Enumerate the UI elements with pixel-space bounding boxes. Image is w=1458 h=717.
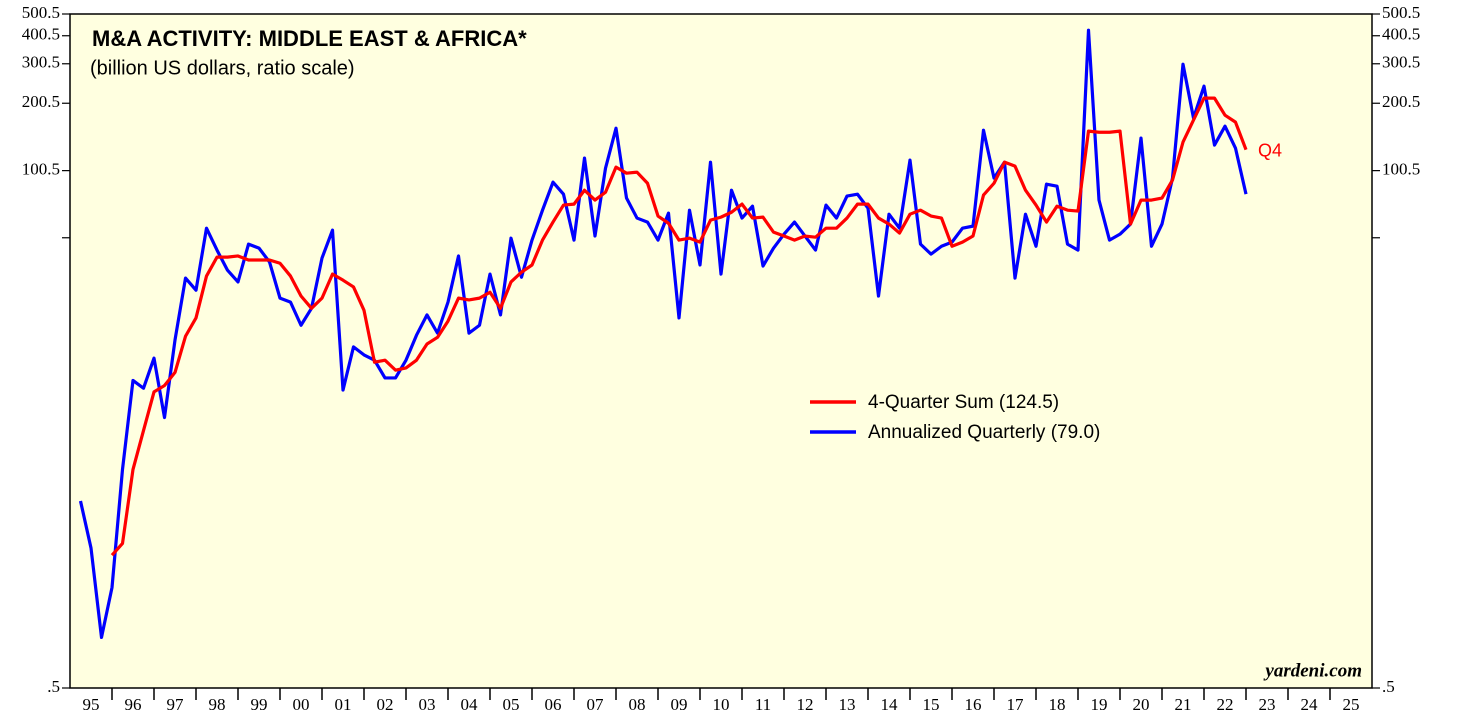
x-tick-label: 09 <box>671 695 688 714</box>
x-tick-label: 99 <box>251 695 268 714</box>
series-line <box>110 96 1248 557</box>
legend-label: Annualized Quarterly (79.0) <box>868 422 1100 443</box>
x-tick-label: 22 <box>1217 695 1234 714</box>
y-tick-label: 300.5 <box>22 53 60 72</box>
x-tick-label: 02 <box>377 695 394 714</box>
x-tick-label: 19 <box>1091 695 1108 714</box>
x-tick-label: 07 <box>587 695 605 714</box>
y-tick-label: 400.5 <box>22 25 60 44</box>
x-tick-label: 12 <box>797 695 814 714</box>
x-tick-label: 23 <box>1259 695 1276 714</box>
x-tick-label: 98 <box>209 695 226 714</box>
x-tick-label: 01 <box>335 695 352 714</box>
y2-tick-label: 300.5 <box>1382 53 1420 72</box>
x-tick-label: 04 <box>461 695 479 714</box>
plot-area <box>69 13 1373 689</box>
x-tick-label: 06 <box>545 695 562 714</box>
x-tick-label: 95 <box>83 695 100 714</box>
x-tick-label: 96 <box>125 695 142 714</box>
y-tick-label: 100.5 <box>22 160 60 179</box>
y2-tick-label: 500.5 <box>1382 3 1420 22</box>
y-tick-label: 500.5 <box>22 3 60 22</box>
x-tick-label: 11 <box>755 695 771 714</box>
y-tick-label: .5 <box>47 677 60 696</box>
x-tick-label: 25 <box>1343 695 1360 714</box>
y-tick-label: 200.5 <box>22 92 60 111</box>
x-tick-label: 20 <box>1133 695 1150 714</box>
x-tick-label: 13 <box>839 695 856 714</box>
x-tick-label: 17 <box>1007 695 1025 714</box>
x-tick-label: 21 <box>1175 695 1192 714</box>
x-tick-label: 10 <box>713 695 730 714</box>
y2-tick-label: 100.5 <box>1382 160 1420 179</box>
x-tick-label: 03 <box>419 695 436 714</box>
x-tick-label: 97 <box>167 695 185 714</box>
x-tick-label: 00 <box>293 695 310 714</box>
series-line <box>78 28 1248 639</box>
x-tick-label: 08 <box>629 695 646 714</box>
y2-tick-label: 400.5 <box>1382 25 1420 44</box>
legend-label: 4-Quarter Sum (124.5) <box>868 392 1059 413</box>
x-tick-label: 18 <box>1049 695 1066 714</box>
x-tick-label: 14 <box>881 695 899 714</box>
y2-tick-label: .5 <box>1382 677 1395 696</box>
chart-subtitle: (billion US dollars, ratio scale) <box>90 57 355 79</box>
x-tick-label: 05 <box>503 695 520 714</box>
annotation: Q4 <box>1258 140 1282 160</box>
x-tick-label: 24 <box>1301 695 1319 714</box>
source: yardeni.com <box>1263 660 1362 681</box>
x-tick-label: 16 <box>965 695 982 714</box>
y2-tick-label: 200.5 <box>1382 92 1420 111</box>
chart-title: M&A ACTIVITY: MIDDLE EAST & AFRICA* <box>92 26 527 51</box>
x-tick-label: 15 <box>923 695 940 714</box>
